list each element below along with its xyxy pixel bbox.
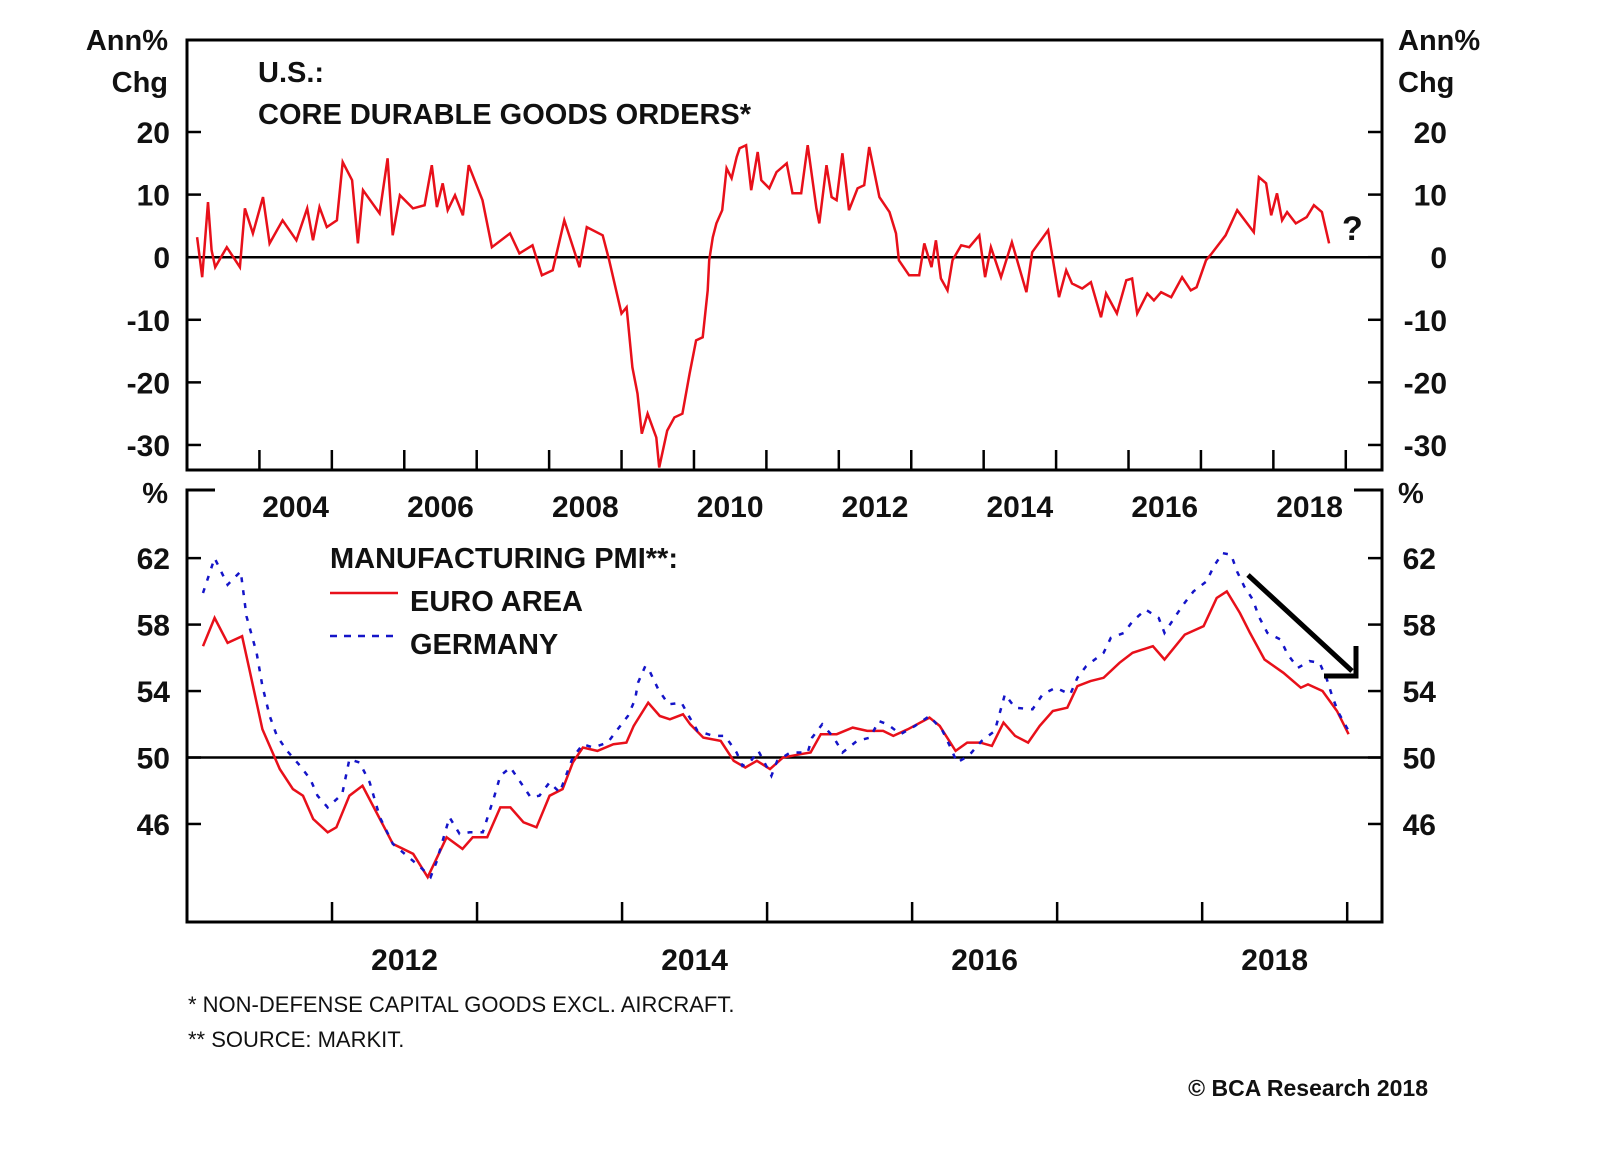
bottom-y-tick-label-right: 46 [1403,809,1436,842]
top-right-unit-line1: Ann% [1398,25,1480,57]
top-x-tick-label: 2018 [1276,491,1343,524]
top-y-tick-label-left: 10 [137,180,170,213]
top-series-group [195,143,1331,468]
top-left-unit-line2: Chg [112,67,168,99]
bottom-y-ticks-left: 62 58 54 50 46 [137,543,201,842]
downward-arrow-annotation [1246,573,1359,679]
legend-label-germany: GERMANY [410,629,558,661]
bottom-x-tick-label: 2012 [371,944,438,977]
series-line-core-durable-goods [195,143,1331,468]
top-x-tick-label: 2010 [697,491,764,524]
bottom-x-tick-labels: 2012 2014 2016 2018 [371,944,1308,977]
series-line-euro-area [201,589,1350,880]
top-x-tick-label: 2004 [262,491,329,524]
bottom-y-tick-label-left: 62 [137,543,170,576]
top-y-tick-label-right: 10 [1414,180,1447,213]
bottom-right-unit: % [1398,478,1424,510]
top-y-ticks-right: 20 10 0 -10 -20 -30 [1368,117,1447,463]
bottom-y-tick-label-right: 50 [1403,743,1436,776]
top-y-tick-label-left: -10 [127,305,170,338]
bottom-y-tick-label-right: 58 [1403,610,1436,643]
footnote-1: * NON-DEFENSE CAPITAL GOODS EXCL. AIRCRA… [188,992,734,1017]
copyright: © BCA Research 2018 [1188,1075,1428,1101]
top-right-unit-line2: Chg [1398,67,1454,99]
series-line-germany [201,551,1350,880]
bottom-panel: 62 58 54 50 46 62 58 54 50 46 % % MANUFACTURING … [137,478,1437,977]
bottom-y-tick-label-right: 54 [1403,676,1437,709]
top-y-tick-label-right: -10 [1404,305,1447,338]
top-x-ticks [258,450,1348,470]
top-y-tick-label-left: -20 [127,367,170,400]
top-plot-frame [185,38,1384,472]
top-x-tick-label: 2016 [1131,491,1198,524]
top-x-tick-labels: 2004 2006 2008 2010 2012 2014 2016 2018 [262,491,1343,524]
bottom-chart-title: MANUFACTURING PMI**: [330,543,678,575]
bottom-x-ticks [330,902,1349,922]
question-mark-annotation: ? [1342,210,1363,248]
bottom-y-tick-label-left: 46 [137,809,170,842]
bottom-series-group [201,551,1350,880]
bottom-x-tick-label: 2014 [661,944,728,977]
bottom-x-tick-label: 2018 [1241,944,1308,977]
top-y-tick-label-left: -30 [127,430,170,463]
top-y-ticks-left: 20 10 0 -10 -20 -30 [127,117,201,463]
bottom-y-ticks-right: 62 58 54 50 46 [1368,543,1436,842]
bottom-x-tick-label: 2016 [951,944,1018,977]
top-chart-title-line1: U.S.: [258,57,324,89]
top-y-tick-label-left: 20 [137,117,170,150]
top-x-tick-label: 2006 [407,491,474,524]
footnote-2: ** SOURCE: MARKIT. [188,1027,404,1052]
top-y-tick-label-right: -20 [1404,367,1447,400]
top-x-tick-label: 2008 [552,491,619,524]
bottom-y-tick-label-left: 58 [137,610,170,643]
top-y-tick-label-right: -30 [1404,430,1447,463]
top-y-tick-label-right: 20 [1414,117,1447,150]
bottom-y-tick-label-left: 50 [137,743,170,776]
bottom-y-tick-label-left: 54 [137,676,171,709]
top-x-tick-label: 2012 [842,491,909,524]
bottom-left-unit: % [142,478,168,510]
top-y-tick-label-left: 0 [153,242,170,275]
legend-label-euro-area: EURO AREA [410,586,583,618]
top-x-tick-label: 2014 [987,491,1054,524]
top-chart-title-line2: CORE DURABLE GOODS ORDERS* [258,99,752,131]
bottom-y-tick-label-right: 62 [1403,543,1436,576]
top-left-unit-line1: Ann% [86,25,168,57]
top-y-tick-label-right: 0 [1430,242,1447,275]
bottom-plot-frame [185,488,1384,924]
